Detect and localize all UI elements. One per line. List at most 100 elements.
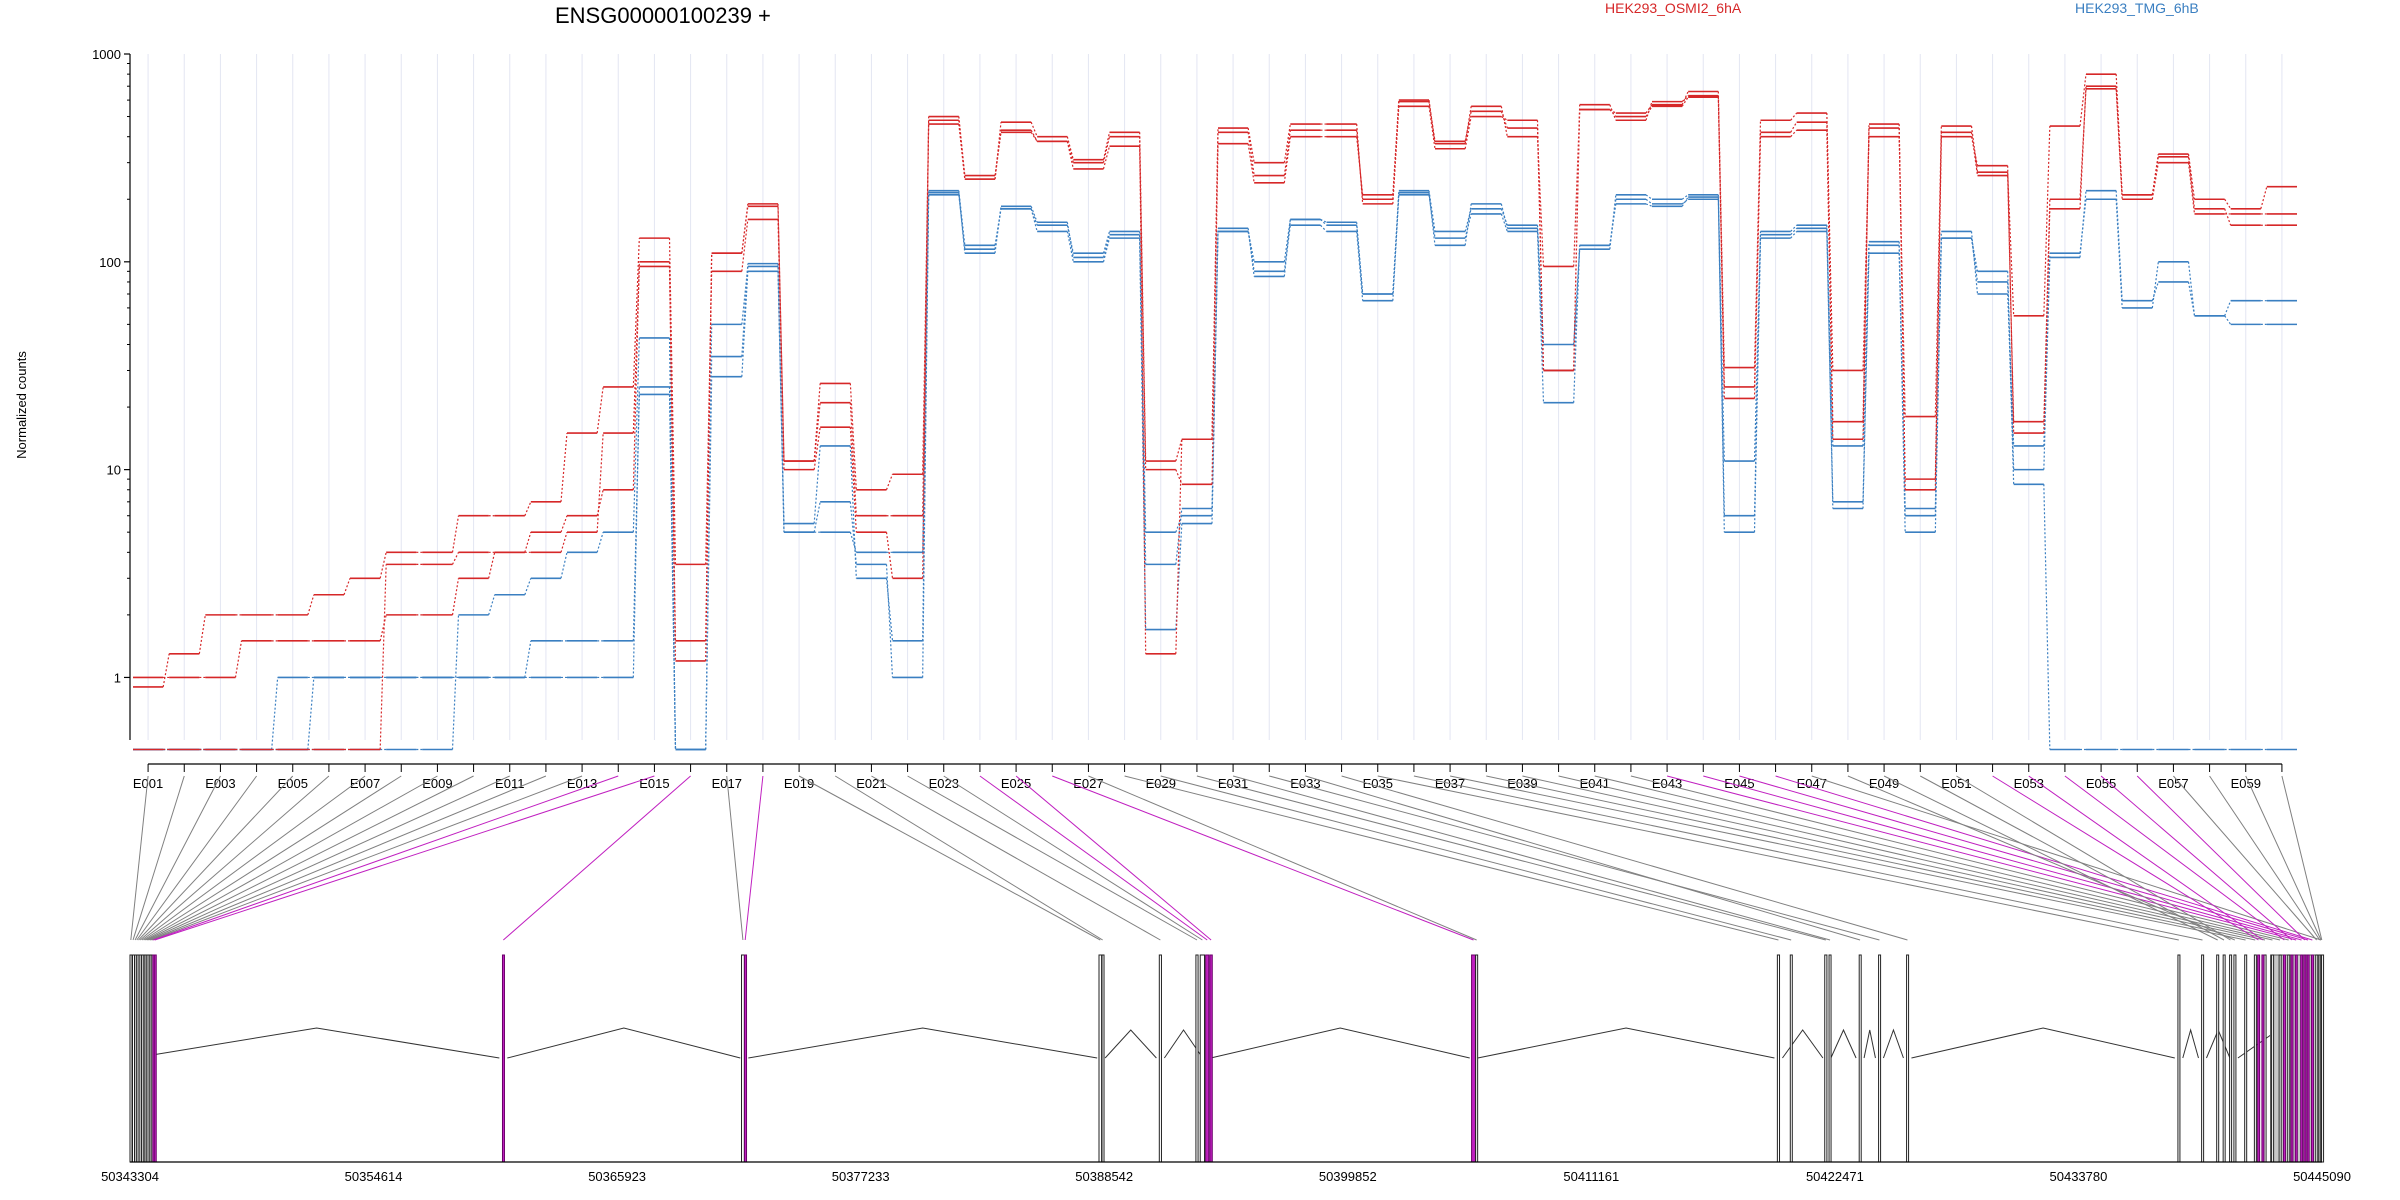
x-tick-label: E023 <box>929 776 959 791</box>
exon-box <box>501 954 505 1163</box>
series-join <box>632 337 640 533</box>
intron-line <box>1830 1028 1857 1059</box>
series-join <box>343 578 351 595</box>
series-join <box>2115 88 2123 200</box>
x-tick-label: E053 <box>2014 776 2044 791</box>
exon-connector <box>2281 775 2323 941</box>
intron-line <box>133 1027 500 1059</box>
exon-box <box>2303 954 2307 1163</box>
exon-box <box>1824 954 1828 1163</box>
series-join <box>1428 192 1436 246</box>
series-join <box>2079 199 2087 254</box>
series-join <box>705 253 713 641</box>
series-join <box>1356 130 1364 200</box>
exon-box <box>741 954 745 1163</box>
exon-box <box>153 954 157 1163</box>
series-join <box>1645 104 1653 114</box>
exon-box <box>1205 954 1210 1163</box>
series-join <box>2224 315 2232 325</box>
exon-box <box>2315 954 2319 1163</box>
y-axis-label: Normalized counts <box>14 351 29 459</box>
exon-connector <box>1196 775 1826 941</box>
exon-connector <box>1703 775 2302 941</box>
series-join <box>922 192 930 641</box>
exon-box <box>2253 954 2257 1163</box>
series-join <box>271 677 279 750</box>
exon-box <box>1828 954 1832 1163</box>
y-tick-label: 10 <box>107 463 121 478</box>
series-join <box>1790 231 1798 239</box>
x-tick-label: E047 <box>1797 776 1827 791</box>
series-join <box>560 515 568 533</box>
series-join <box>1030 206 1038 223</box>
x-tick-label: E041 <box>1580 776 1610 791</box>
series-join <box>1139 234 1147 565</box>
series-join <box>668 266 677 641</box>
series-join <box>994 122 1002 180</box>
exon-connector <box>1341 775 1908 941</box>
exon-connector <box>1522 775 2266 941</box>
x-tick-label: E013 <box>567 776 597 791</box>
series-join <box>2151 281 2159 301</box>
series-join <box>777 263 785 524</box>
series-join <box>596 432 604 533</box>
y-tick-label: 1000 <box>92 47 121 62</box>
x-tick-label: E045 <box>1724 776 1754 791</box>
exon-connector <box>149 775 547 941</box>
series-join <box>1247 228 1255 277</box>
x-tick-label: E035 <box>1363 776 1393 791</box>
exon-connector <box>1775 775 2313 941</box>
series-join <box>1970 238 1979 272</box>
x-tick-label: E003 <box>205 776 235 791</box>
series-join <box>1139 132 1147 462</box>
exon-box <box>2282 954 2286 1163</box>
exon-connector <box>834 775 1103 941</box>
series-join <box>2224 208 2232 226</box>
exon-box <box>2290 954 2294 1163</box>
series-join <box>2151 162 2159 200</box>
series-join <box>1175 469 1183 485</box>
x-tick-label: E043 <box>1652 776 1682 791</box>
exon-box <box>1789 954 1793 1163</box>
series-join <box>741 263 749 357</box>
series-osmi2-1 <box>133 73 2297 688</box>
exon-connector <box>132 775 185 941</box>
x-tick-label: E031 <box>1218 776 1248 791</box>
x-tick-label: E025 <box>1001 776 1031 791</box>
exon-box <box>1906 954 1910 1163</box>
series-join <box>1247 132 1255 176</box>
series-join <box>1102 136 1111 163</box>
intron-line <box>1911 1027 2175 1059</box>
series-join <box>2043 199 2051 422</box>
exon-connector <box>154 775 655 941</box>
exon-box <box>2216 954 2220 1163</box>
series-join <box>1066 141 1074 163</box>
series-join <box>524 640 532 678</box>
series-join <box>813 501 821 533</box>
genomic-tick-label: 50433780 <box>2050 1169 2108 1184</box>
exon-connector <box>130 775 149 941</box>
exon-box <box>1195 954 1199 1163</box>
series-join <box>1500 213 1508 232</box>
exon-box <box>2321 954 2325 1163</box>
series-join <box>1970 231 1979 295</box>
series-join <box>1826 228 1834 446</box>
series-join <box>813 383 821 462</box>
series-join <box>2187 156 2196 209</box>
series-join <box>1681 194 1689 200</box>
exon-connector <box>2245 775 2322 941</box>
intron-line <box>1863 1029 1876 1059</box>
series-join <box>1717 194 1725 462</box>
series-join <box>1102 234 1111 258</box>
series-join <box>777 206 785 462</box>
series-join <box>488 552 496 579</box>
exon-connector <box>138 775 294 941</box>
genomic-tick-label: 50343304 <box>101 1169 159 1184</box>
series-join <box>1030 208 1038 226</box>
series-join <box>958 116 966 176</box>
exon-connector <box>1377 775 2179 941</box>
series-join <box>1500 106 1508 137</box>
exon-box <box>2261 954 2265 1163</box>
series-join <box>524 532 532 553</box>
series-join <box>1066 222 1074 258</box>
